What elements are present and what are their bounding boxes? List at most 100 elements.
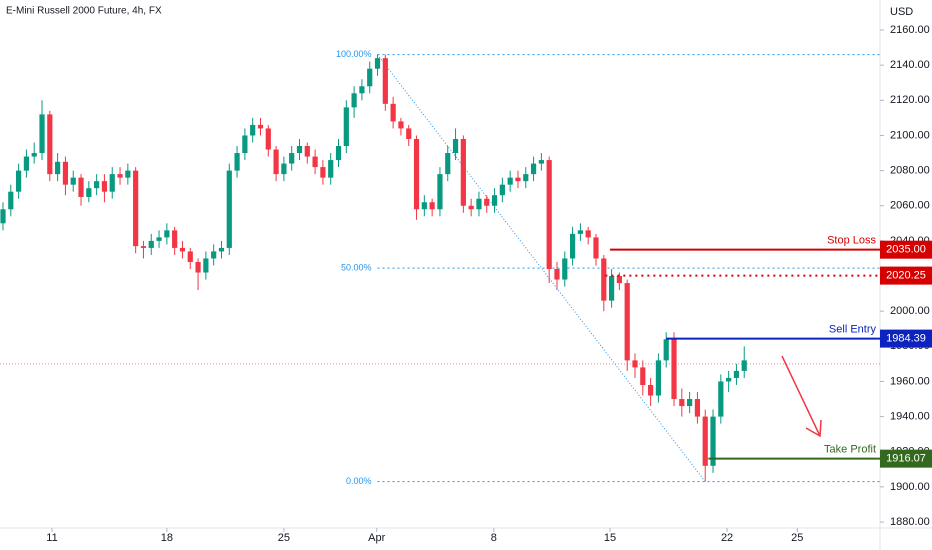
candle-body: [640, 367, 646, 385]
candle-body: [484, 198, 490, 206]
candle-body: [452, 138, 459, 154]
arrow: [781, 355, 822, 438]
currency: USD: [890, 6, 913, 18]
x-tick-label: 15: [604, 532, 616, 544]
candle-body: [296, 146, 303, 154]
candle-body: [460, 138, 466, 206]
candle-body: [702, 416, 708, 466]
candle-body: [577, 230, 583, 234]
candle-body: [710, 416, 716, 466]
price-box: [880, 240, 932, 259]
fib-label: 0.00%: [346, 476, 372, 486]
candle-body: [413, 138, 420, 210]
candle-body: [125, 170, 131, 178]
y-tick-label: 1880.00: [890, 516, 930, 528]
candle-body: [203, 258, 209, 273]
candle-body: [195, 261, 201, 273]
candle-body: [109, 174, 115, 192]
candle-body: [23, 156, 30, 171]
y-tick-label: 2120.00: [890, 94, 930, 106]
x-tick-label: 25: [278, 532, 290, 544]
candle-body: [608, 276, 615, 301]
candle-body: [374, 58, 381, 69]
candle-body: [562, 258, 568, 280]
candle-body: [304, 146, 310, 157]
candle-body: [242, 135, 248, 154]
candle-body: [179, 247, 186, 252]
candle-body: [421, 202, 427, 210]
candle-body: [445, 153, 451, 175]
y-tick-label: 2080.00: [890, 165, 930, 177]
price-box-label: 2035.00: [886, 244, 926, 256]
candle-body: [148, 240, 154, 248]
fib-label: 50.00%: [341, 263, 372, 273]
candle-body: [257, 124, 264, 129]
candle-body: [429, 202, 435, 210]
candle-body: [320, 167, 326, 178]
y-tick-label: 1940.00: [890, 411, 930, 423]
y-tick-label: 2100.00: [890, 129, 930, 141]
candle-body: [468, 205, 474, 210]
candle-body: [718, 381, 724, 417]
price-box-label: 2020.25: [886, 270, 926, 282]
x-tick-label: Apr: [368, 532, 385, 544]
candle-body: [406, 128, 412, 139]
y-tick-label: 2160.00: [890, 24, 930, 36]
candle-body: [632, 360, 638, 368]
candle-body: [515, 177, 521, 182]
y-tick-label: 1960.00: [890, 375, 930, 387]
candle-body: [655, 360, 662, 396]
candle-body: [218, 247, 225, 252]
candle-body: [164, 230, 170, 238]
candle-body: [476, 198, 482, 210]
level-name: Sell Entry: [829, 324, 877, 336]
candle-body: [530, 163, 537, 175]
y-tick-label: 2000.00: [890, 305, 930, 317]
candle-body: [187, 251, 193, 262]
candle-body: [140, 246, 147, 248]
candle-body: [335, 146, 342, 161]
candle-body: [273, 149, 279, 175]
candle-body: [234, 153, 240, 171]
x-tick-label: 8: [491, 532, 497, 544]
candle-body: [265, 128, 271, 150]
candle-body: [47, 114, 53, 175]
candle-body: [62, 161, 69, 185]
candle-body: [55, 161, 61, 175]
candle-body: [328, 160, 334, 178]
price-box-label: 1984.39: [886, 333, 926, 345]
candle-body: [70, 177, 76, 185]
x-tick-label: 11: [46, 532, 57, 544]
x-tick-label: 25: [791, 532, 803, 544]
price-box-label: 1916.07: [886, 453, 926, 465]
x-tick-label: 18: [161, 532, 173, 544]
candle-body: [343, 107, 349, 147]
candle-body: [250, 124, 256, 136]
level-name: Take Profit: [824, 444, 876, 456]
price-box: [880, 329, 932, 348]
candle-body: [616, 276, 622, 284]
candle-body: [546, 160, 552, 270]
candle-body: [31, 153, 37, 157]
candle-body: [16, 170, 22, 192]
candle-body: [8, 191, 14, 210]
candle-body: [133, 170, 139, 247]
candle-body: [499, 184, 505, 196]
candle-body: [741, 360, 747, 371]
chart-title: E-Mini Russell 2000 Future, 4h, FX: [6, 6, 162, 17]
candle-body: [663, 339, 669, 361]
candle-body: [281, 163, 287, 175]
price-box: [880, 266, 932, 285]
candle-body: [367, 68, 373, 87]
candle-body: [226, 170, 232, 248]
candle-body: [312, 156, 318, 168]
candle-body: [359, 86, 365, 94]
candle-body: [382, 58, 388, 104]
candle-body: [94, 181, 100, 189]
level-name: Stop Loss: [827, 235, 876, 247]
candle-body: [398, 121, 404, 129]
candle-body: [585, 230, 591, 238]
candle-body: [86, 188, 92, 197]
y-tick-label: 2140.00: [890, 59, 930, 71]
